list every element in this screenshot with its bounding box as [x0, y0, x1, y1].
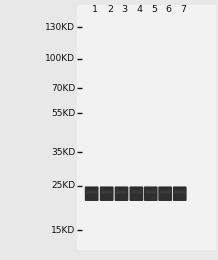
Text: 7: 7 [180, 5, 186, 14]
FancyBboxPatch shape [173, 186, 187, 201]
FancyBboxPatch shape [116, 190, 127, 194]
FancyBboxPatch shape [101, 190, 112, 194]
Text: 1: 1 [92, 5, 98, 14]
FancyBboxPatch shape [174, 190, 185, 194]
FancyBboxPatch shape [131, 190, 142, 194]
FancyBboxPatch shape [158, 186, 172, 201]
Text: 15KD: 15KD [51, 226, 75, 235]
FancyBboxPatch shape [145, 190, 156, 194]
Text: 35KD: 35KD [51, 148, 75, 157]
FancyBboxPatch shape [85, 186, 99, 201]
Text: 130KD: 130KD [45, 23, 75, 32]
Text: 5: 5 [151, 5, 157, 14]
Bar [77, 5, 216, 250]
FancyBboxPatch shape [86, 190, 97, 194]
Text: 3: 3 [122, 5, 128, 14]
Text: 4: 4 [136, 5, 143, 14]
Text: 55KD: 55KD [51, 109, 75, 118]
FancyBboxPatch shape [144, 186, 158, 201]
Text: 2: 2 [107, 5, 113, 14]
FancyBboxPatch shape [129, 186, 143, 201]
Text: 6: 6 [165, 5, 172, 14]
Text: 70KD: 70KD [51, 84, 75, 93]
Text: 100KD: 100KD [45, 54, 75, 63]
FancyBboxPatch shape [160, 190, 171, 194]
FancyBboxPatch shape [100, 186, 114, 201]
Text: 25KD: 25KD [51, 181, 75, 190]
FancyBboxPatch shape [115, 186, 128, 201]
